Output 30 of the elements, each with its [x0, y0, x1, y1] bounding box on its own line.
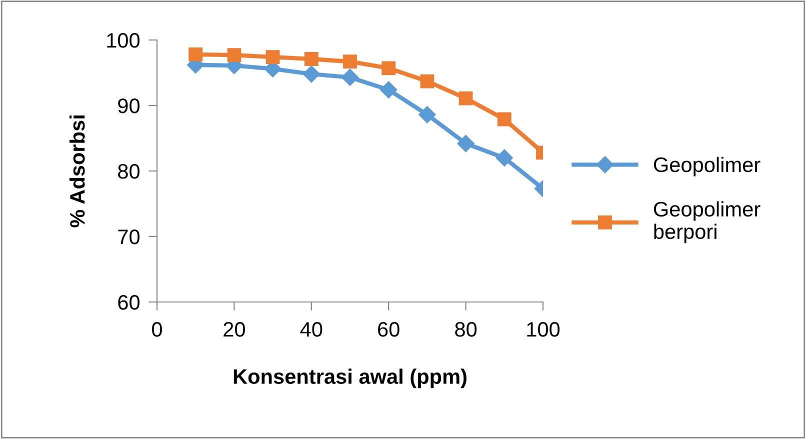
- point: [458, 91, 473, 106]
- x-tick-label: 60: [378, 322, 400, 337]
- x-axis-title: Konsentrasi awal (ppm): [234, 368, 466, 388]
- point: [227, 48, 242, 62]
- point: [418, 106, 436, 124]
- y-tick-label: 100: [107, 33, 140, 48]
- point: [497, 112, 512, 126]
- point: [382, 61, 396, 76]
- point: [457, 134, 474, 152]
- point: [496, 149, 513, 166]
- point: [302, 66, 320, 83]
- y-tick-label: 70: [118, 230, 140, 244]
- x-tick-label: 80: [455, 322, 477, 337]
- y-tick-label: 80: [118, 164, 140, 179]
- point: [304, 52, 318, 66]
- x-tick-label: 40: [300, 322, 322, 337]
- y-axis-title: % Adsorbsi: [69, 116, 85, 228]
- x-tick-label: 100: [527, 322, 560, 337]
- x-tick-label: 0: [152, 322, 162, 337]
- point: [266, 50, 280, 64]
- point: [420, 74, 434, 88]
- y-tick-label: 90: [118, 98, 140, 114]
- point: [343, 54, 357, 69]
- x-tick-label: 20: [224, 322, 245, 337]
- point: [188, 47, 203, 62]
- legend-label: Geopolimer berpori: [654, 201, 760, 244]
- legend-label: Geopolimer: [654, 156, 760, 176]
- point: [341, 68, 359, 86]
- y-tick-label: 60: [118, 295, 140, 310]
- point: [380, 81, 398, 98]
